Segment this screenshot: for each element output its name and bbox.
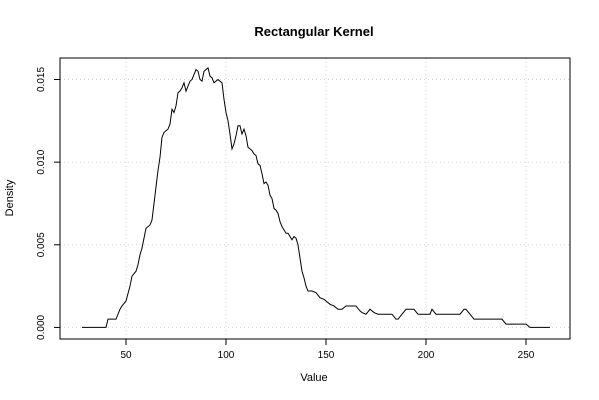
- plot-frame: [59, 57, 571, 340]
- x-axis: 50 100 150 200 250: [120, 339, 535, 361]
- y-axis: 0.000 0.005 0.010 0.015: [36, 67, 60, 340]
- y-axis-label: Density: [4, 179, 16, 216]
- x-tick-label: 250: [518, 350, 535, 361]
- x-axis-label: Value: [300, 372, 327, 384]
- x-tick-label: 150: [318, 350, 335, 361]
- x-tick-label: 200: [418, 350, 435, 361]
- x-tick-label: 50: [120, 350, 132, 361]
- density-curve: [82, 67, 550, 328]
- y-tick-label: 0.010: [36, 149, 47, 174]
- grid: [60, 58, 570, 339]
- y-tick-label: 0.000: [36, 314, 47, 339]
- y-tick-label: 0.015: [36, 67, 47, 92]
- y-tick-label: 0.005: [36, 232, 47, 257]
- x-tick-label: 100: [218, 350, 235, 361]
- chart-title: Rectangular Kernel: [254, 24, 373, 39]
